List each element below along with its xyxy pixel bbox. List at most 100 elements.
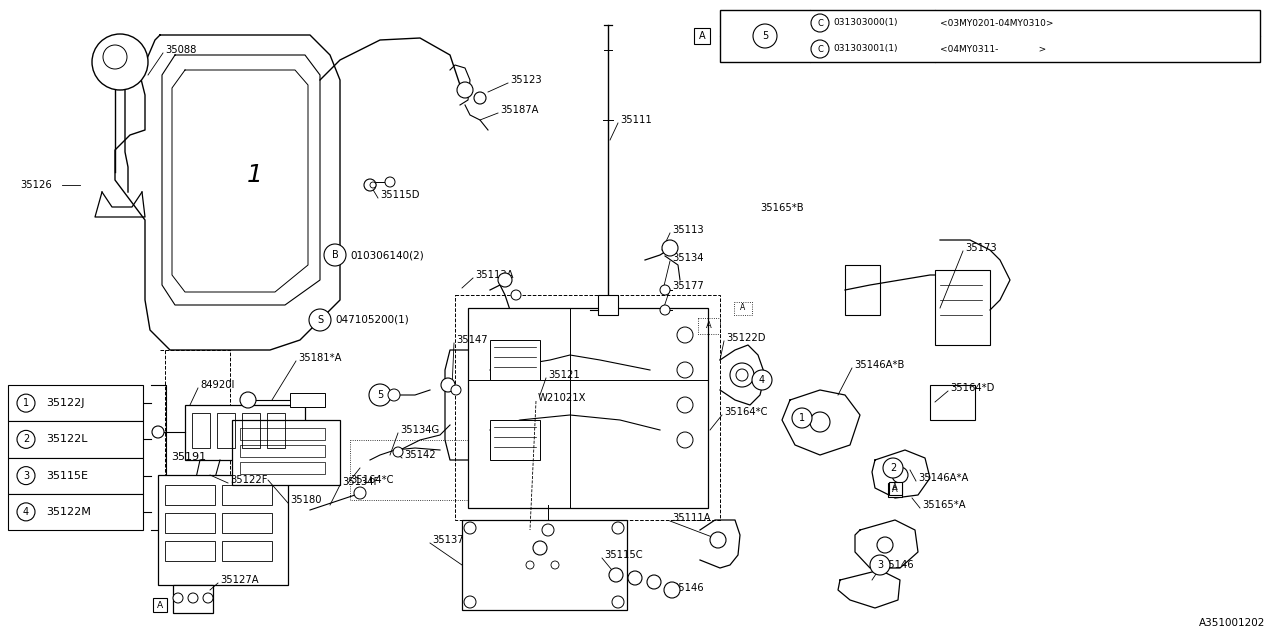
Circle shape — [677, 327, 692, 343]
Text: 35111: 35111 — [620, 115, 652, 125]
Circle shape — [442, 378, 454, 392]
Circle shape — [877, 537, 893, 553]
Bar — [454, 295, 719, 520]
Circle shape — [241, 392, 256, 408]
Text: 35191: 35191 — [172, 452, 206, 463]
Bar — [598, 295, 618, 315]
Text: 5: 5 — [376, 390, 383, 400]
Bar — [934, 270, 989, 345]
Bar — [490, 340, 540, 380]
Circle shape — [753, 370, 772, 390]
Text: 2: 2 — [890, 463, 896, 473]
Text: 35146: 35146 — [672, 583, 704, 593]
Text: 35127A: 35127A — [220, 575, 259, 585]
Bar — [218, 413, 236, 448]
Text: 1: 1 — [23, 398, 29, 408]
Bar — [468, 308, 708, 508]
Circle shape — [355, 487, 366, 499]
Bar — [268, 413, 285, 448]
Circle shape — [393, 447, 403, 457]
Bar — [154, 598, 166, 612]
Circle shape — [792, 408, 812, 428]
Circle shape — [308, 309, 332, 331]
Circle shape — [369, 384, 390, 406]
Bar — [845, 265, 881, 315]
Text: 35115C: 35115C — [604, 550, 643, 560]
Circle shape — [102, 45, 127, 69]
Text: 35111A: 35111A — [672, 513, 710, 523]
Text: 35113A: 35113A — [475, 270, 513, 280]
Bar — [242, 413, 260, 448]
Bar — [698, 318, 719, 334]
Text: 35121: 35121 — [548, 370, 580, 380]
Bar — [241, 462, 325, 474]
Circle shape — [646, 575, 660, 589]
Bar — [221, 513, 273, 533]
Text: 35137: 35137 — [433, 535, 463, 545]
Bar — [232, 420, 340, 485]
Circle shape — [511, 290, 521, 300]
Circle shape — [17, 503, 35, 521]
Circle shape — [17, 430, 35, 449]
Circle shape — [710, 532, 726, 548]
Bar — [8, 493, 143, 530]
Text: 010306140(2): 010306140(2) — [349, 250, 424, 260]
Text: 35181*A: 35181*A — [298, 353, 342, 363]
Text: 031303001(1): 031303001(1) — [833, 45, 897, 54]
Circle shape — [17, 467, 35, 484]
Text: A351001202: A351001202 — [1198, 618, 1265, 628]
Text: 84920I: 84920I — [200, 380, 234, 390]
Circle shape — [541, 524, 554, 536]
Bar — [221, 541, 273, 561]
Bar — [165, 485, 215, 505]
Circle shape — [17, 394, 35, 412]
Text: 35164*C: 35164*C — [349, 475, 393, 485]
Circle shape — [364, 179, 376, 191]
Text: 35123: 35123 — [509, 75, 541, 85]
Circle shape — [870, 555, 890, 575]
Text: A: A — [157, 600, 163, 609]
Circle shape — [498, 273, 512, 287]
Circle shape — [465, 522, 476, 534]
Bar — [733, 302, 753, 315]
Text: 047105200(1): 047105200(1) — [335, 315, 408, 325]
Bar — [165, 513, 215, 533]
Text: A: A — [699, 31, 705, 41]
Bar — [173, 585, 212, 613]
Text: A: A — [740, 303, 746, 312]
Text: 5: 5 — [762, 31, 768, 41]
Text: 35115E: 35115E — [46, 470, 88, 481]
Text: 35146A*A: 35146A*A — [918, 473, 969, 483]
Bar — [186, 405, 305, 460]
Text: 35115D: 35115D — [380, 190, 420, 200]
Bar — [8, 385, 143, 421]
Text: 35134: 35134 — [672, 253, 704, 263]
Circle shape — [812, 14, 829, 32]
Text: 3: 3 — [877, 560, 883, 570]
Text: 1: 1 — [247, 163, 262, 187]
Circle shape — [812, 40, 829, 58]
Text: 35122J: 35122J — [46, 398, 84, 408]
Circle shape — [451, 385, 461, 395]
Bar — [888, 481, 901, 495]
Circle shape — [152, 426, 164, 438]
Circle shape — [664, 582, 680, 598]
Bar — [157, 475, 288, 585]
Circle shape — [612, 522, 625, 534]
Circle shape — [324, 244, 346, 266]
Circle shape — [660, 285, 669, 295]
Bar — [931, 385, 975, 420]
Bar — [888, 483, 902, 497]
Bar — [719, 10, 1260, 62]
Text: S: S — [317, 315, 323, 325]
Text: 35180: 35180 — [291, 495, 321, 505]
Circle shape — [92, 34, 148, 90]
Circle shape — [188, 593, 198, 603]
Bar — [165, 541, 215, 561]
Text: 35146: 35146 — [882, 560, 914, 570]
Circle shape — [677, 432, 692, 448]
Text: 35142: 35142 — [404, 450, 435, 460]
Text: 35126: 35126 — [20, 180, 51, 190]
Text: 031303000(1): 031303000(1) — [833, 19, 897, 28]
Text: 3: 3 — [23, 470, 29, 481]
